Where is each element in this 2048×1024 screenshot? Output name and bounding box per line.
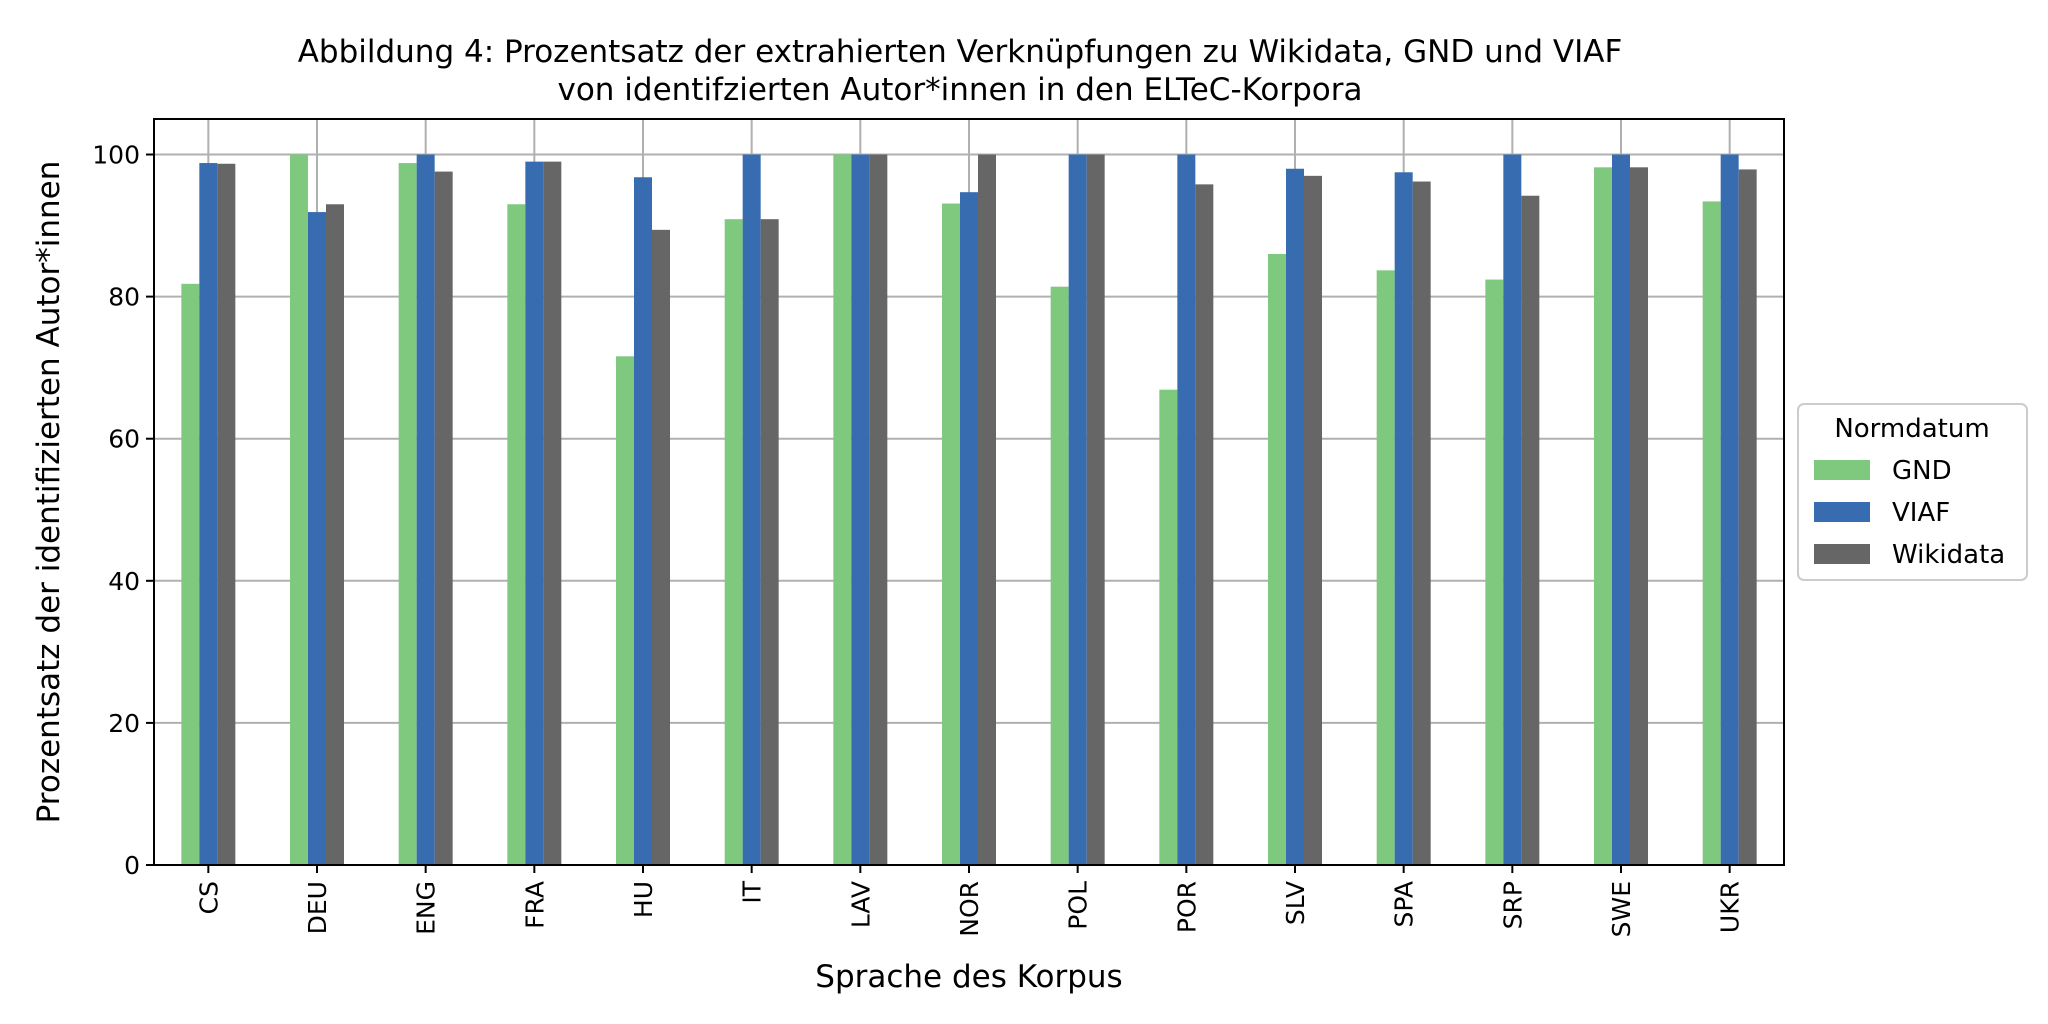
x-tick-label: ENG [412, 881, 441, 935]
bar-wikidata-pol [1086, 154, 1105, 865]
bar-gnd-it [724, 219, 743, 866]
x-tick-label: POL [1064, 881, 1093, 930]
bar-gnd-srp [1485, 279, 1504, 865]
legend-label-wikidata: Wikidata [1892, 540, 2005, 570]
bar-wikidata-srp [1521, 195, 1540, 865]
bar-wikidata-eng [434, 171, 453, 865]
x-tick-label: SLV [1281, 881, 1310, 925]
bar-wikidata-slv [1304, 175, 1322, 866]
bar-wikidata-cs [217, 163, 236, 865]
bar-wikidata-fra [543, 161, 562, 866]
bar-viaf-por [1177, 154, 1196, 865]
bar-gnd-spa [1376, 270, 1395, 865]
x-tick-label: CS [194, 881, 223, 914]
legend-swatch-gnd [1814, 460, 1870, 480]
legend-label-viaf: VIAF [1892, 498, 1950, 528]
x-tick-label: SRP [1498, 881, 1527, 929]
x-tick-label: HU [629, 881, 658, 918]
bar-wikidata-por [1195, 184, 1214, 865]
x-axis-ticks: CS DEU ENG FRA HU IT LAV NOR POL POR SLV SPA SRP SWE U… [194, 865, 1745, 937]
bar-gnd-eng [398, 163, 417, 865]
y-tick-label: 60 [108, 425, 140, 454]
bar-wikidata-lav [869, 154, 888, 865]
y-axis-label: Prozentsatz der identifizierten Autor*in… [31, 161, 67, 824]
bar-viaf-cs [199, 163, 218, 865]
bar-viaf-slv [1286, 168, 1304, 865]
x-tick-label: POR [1172, 881, 1201, 933]
bar-wikidata-it [760, 219, 779, 866]
legend-swatch-viaf [1814, 502, 1870, 522]
bar-gnd-nor [942, 203, 960, 866]
legend: Normdatum GND VIAF Wikidata [1797, 403, 2028, 581]
bar-gnd-hu [616, 356, 634, 865]
bar-viaf-hu [634, 177, 652, 866]
bar-wikidata-nor [978, 154, 996, 865]
bar-viaf-ukr [1720, 154, 1739, 865]
bar-gnd-por [1159, 389, 1178, 865]
legend-box [1797, 403, 2028, 581]
x-tick-label: FRA [520, 881, 549, 929]
y-tick-label: 0 [124, 851, 140, 880]
bar-viaf-swe [1612, 154, 1630, 865]
y-tick-label: 20 [108, 709, 140, 738]
bar-viaf-pol [1068, 154, 1087, 865]
bar-gnd-pol [1050, 286, 1069, 866]
bar-gnd-cs [181, 283, 200, 866]
bar-wikidata-deu [326, 204, 344, 865]
x-tick-label: DEU [303, 881, 332, 934]
legend-label-gnd: GND [1892, 456, 1952, 486]
bar-gnd-deu [290, 154, 308, 865]
bar-gnd-swe [1594, 167, 1612, 865]
chart-subtitle: von identifzierten Autor*innen in den EL… [557, 72, 1362, 108]
chart-title: Abbildung 4: Prozentsatz der extrahierte… [298, 34, 1623, 70]
bar-viaf-eng [416, 154, 435, 865]
y-tick-label: 40 [108, 567, 140, 596]
bar-wikidata-hu [652, 229, 670, 865]
bar-viaf-deu [308, 212, 326, 865]
legend-swatch-wikidata [1814, 544, 1870, 564]
bar-viaf-it [742, 154, 761, 865]
bar-wikidata-spa [1412, 181, 1431, 865]
legend-items: GND VIAF Wikidata [1814, 456, 2005, 570]
bar-viaf-srp [1503, 154, 1522, 865]
bar-viaf-nor [960, 192, 978, 865]
y-axis-ticks: 0 20 40 60 80 100 [92, 141, 154, 880]
bars-layer [181, 154, 1757, 866]
x-tick-label: NOR [955, 881, 984, 937]
bar-viaf-fra [525, 161, 544, 866]
bar-wikidata-swe [1630, 167, 1648, 865]
y-tick-label: 80 [108, 283, 140, 312]
x-tick-label: SWE [1607, 881, 1636, 937]
bar-viaf-spa [1394, 172, 1413, 866]
x-tick-label: IT [738, 880, 767, 903]
x-tick-label: LAV [846, 881, 875, 928]
bar-wikidata-ukr [1738, 169, 1757, 866]
legend-title: Normdatum [1834, 414, 1989, 444]
x-tick-label: UKR [1716, 881, 1745, 933]
x-tick-label: SPA [1390, 881, 1419, 927]
bar-gnd-slv [1268, 253, 1286, 865]
bar-gnd-lav [833, 154, 852, 865]
bar-viaf-lav [851, 154, 870, 865]
x-axis-label: Sprache des Korpus [815, 959, 1122, 995]
y-tick-label: 100 [92, 141, 140, 170]
bar-gnd-fra [507, 204, 526, 865]
bar-gnd-ukr [1702, 201, 1721, 866]
